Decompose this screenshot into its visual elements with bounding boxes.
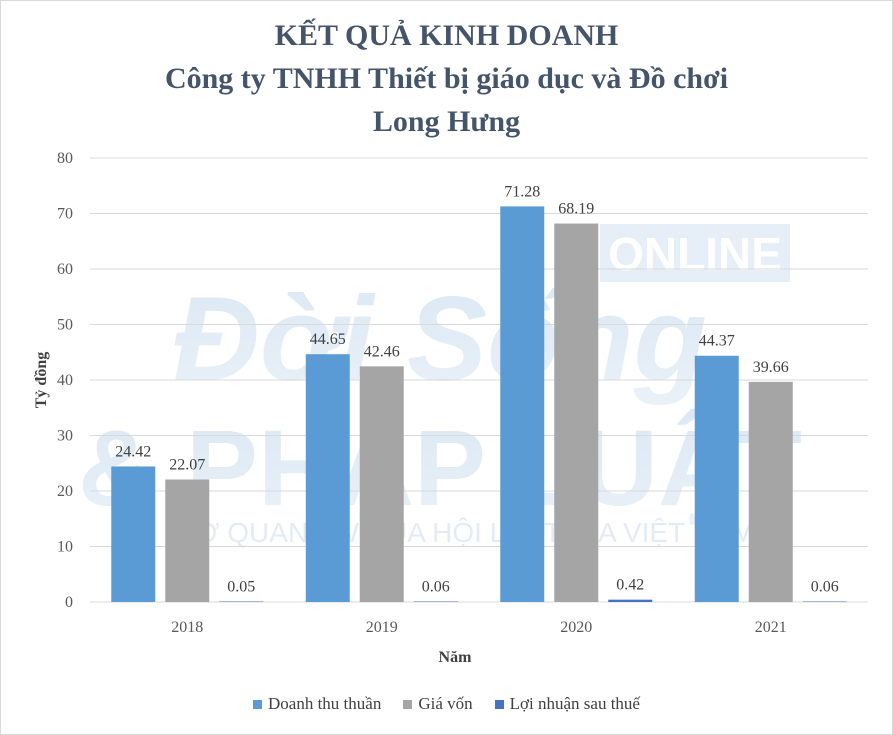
y-tick-label: 80 <box>57 150 73 167</box>
watermark-online: ONLINE <box>608 228 782 280</box>
y-axis-title: Tỷ đồng <box>33 352 50 408</box>
bar-3-2019 <box>413 601 458 602</box>
legend-item-1: Doanh thu thuần <box>253 694 381 714</box>
bar-2-2020 <box>554 223 599 602</box>
data-label: 44.37 <box>699 333 735 350</box>
bar-1-2019 <box>305 354 350 602</box>
watermark-online-box <box>600 224 790 282</box>
legend-swatch-2 <box>403 699 413 709</box>
watermark-title: Đời Sống <box>173 272 707 406</box>
legend: Doanh thu thuần Giá vốn Lợi nhuận sau th… <box>0 694 893 714</box>
data-label: 0.42 <box>616 577 644 594</box>
data-label: 71.28 <box>504 183 540 200</box>
data-labels: 24.42 22.07 0.05 44.65 42.46 0.06 71.28 68.19 0.… <box>115 183 839 595</box>
x-tick-label: 2020 <box>560 619 592 636</box>
y-axis-ticks: 0 10 20 30 40 50 60 70 80 <box>57 150 73 611</box>
bar-3-2018 <box>219 601 264 602</box>
y-tick-label: 70 <box>57 206 73 223</box>
bar-1-2021 <box>694 355 739 602</box>
data-label: 0.06 <box>422 579 450 596</box>
legend-label-2: Giá vốn <box>418 694 473 713</box>
legend-swatch-1 <box>253 699 263 709</box>
watermark-tagline: CƠ QUAN TW CỦA HỘI LUẬT GIA VIỆT NAM <box>175 516 754 548</box>
chart-title-line-1: KẾT QUẢ KINH DOANH <box>274 19 619 52</box>
data-label: 39.66 <box>753 359 789 376</box>
bar-2-2021 <box>748 381 793 602</box>
x-axis-ticks: 2018 2019 2020 2021 <box>171 619 787 636</box>
x-axis-title: Năm <box>439 649 473 666</box>
y-tick-label: 20 <box>57 483 73 500</box>
y-tick-label: 10 <box>57 539 73 556</box>
legend-label-1: Doanh thu thuần <box>268 694 382 713</box>
x-tick-label: 2021 <box>755 619 787 636</box>
legend-label-3: Lợi nhuận sau thuế <box>509 694 640 713</box>
legend-item-3: Lợi nhuận sau thuế <box>494 694 640 714</box>
data-label: 42.46 <box>364 343 400 360</box>
legend-item-2: Giá vốn <box>403 694 473 714</box>
data-label: 68.19 <box>558 201 594 218</box>
data-label: 24.42 <box>115 443 151 460</box>
bar-3-2020 <box>608 599 653 602</box>
y-tick-label: 30 <box>57 428 73 445</box>
y-tick-label: 0 <box>65 594 73 611</box>
x-tick-label: 2018 <box>171 619 203 636</box>
bar-3-2021 <box>802 601 847 602</box>
chart-title-line-2: Công ty TNHH Thiết bị giáo dục và Đồ chơ… <box>164 62 729 95</box>
y-tick-label: 50 <box>57 317 73 334</box>
data-label: 22.07 <box>169 457 205 474</box>
chart-title: KẾT QUẢ KINH DOANH Công ty TNHH Thiết bị… <box>0 14 893 143</box>
y-tick-label: 40 <box>57 372 73 389</box>
bar-2-2018 <box>165 479 210 602</box>
data-label: 0.06 <box>811 579 839 596</box>
y-tick-label: 60 <box>57 261 73 278</box>
legend-swatch-3 <box>494 699 504 709</box>
bar-2-2019 <box>359 366 404 602</box>
bar-1-2018 <box>111 466 156 602</box>
x-tick-label: 2019 <box>366 619 398 636</box>
bar-1-2020 <box>500 206 545 602</box>
bars <box>111 206 847 602</box>
data-label: 44.65 <box>310 331 346 348</box>
chart-title-line-3: Long Hưng <box>372 105 521 138</box>
data-label: 0.05 <box>227 579 255 596</box>
